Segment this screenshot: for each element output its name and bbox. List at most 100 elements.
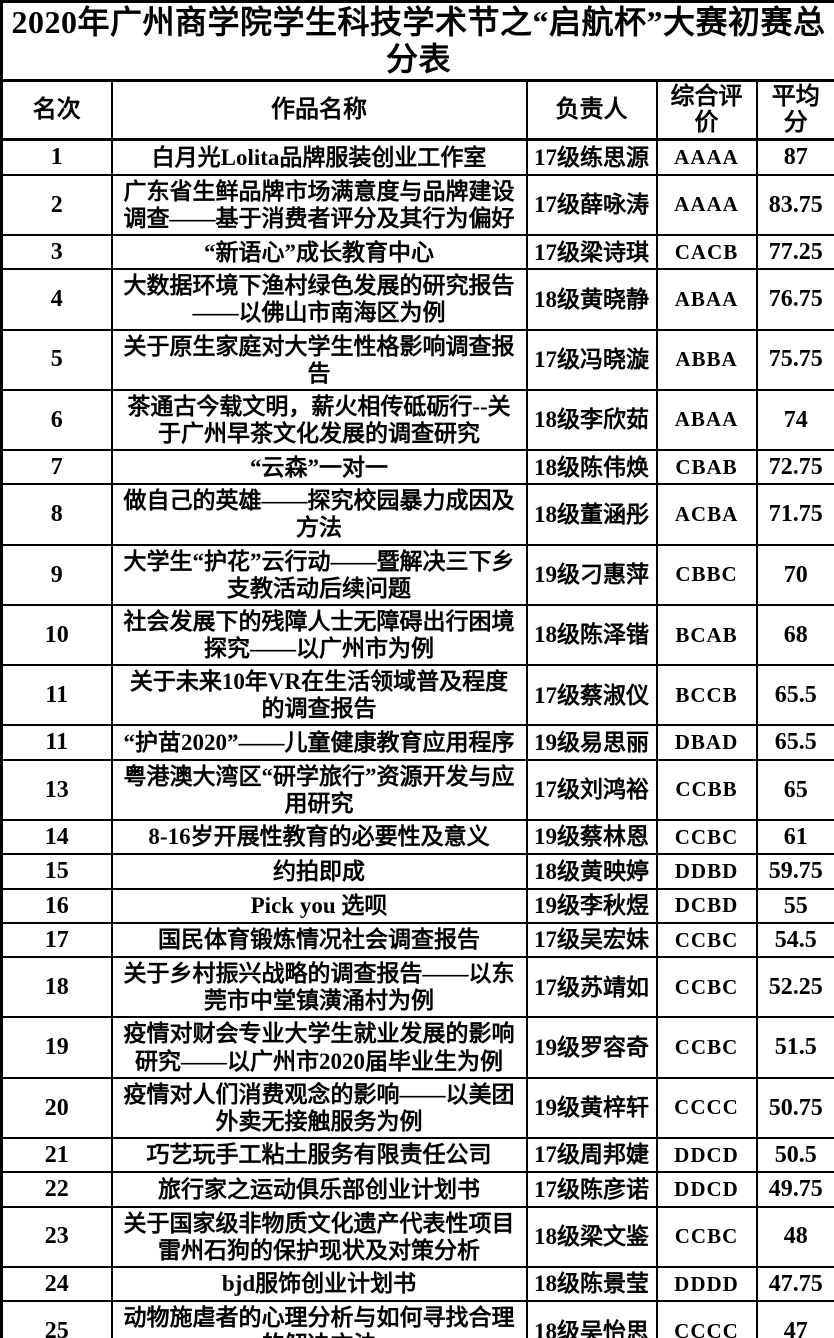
table-row: 9 大学生“护花”云行动——暨解决三下乡支教活动后续问题 19级刁惠萍 CBBC 70 [0,543,834,606]
work-title-cell: bjd服饰创业计划书 [110,1265,528,1303]
table-row: 5 关于原生家庭对大学生性格影响调查报告 17级冯晓漩 ABBA 75.75 [0,328,834,391]
evaluation-cell: DDCD [655,1171,758,1208]
table-row: 23 关于国家级非物质文化遗产代表性项目雷州石狗的保护现状及对策分析 18级梁文鉴 C… [0,1205,834,1268]
rank-cell: 22 [0,1171,113,1208]
average-score-cell: 59.75 [755,853,834,890]
table-row: 18 关于乡村振兴战略的调查报告——以东莞市中堂镇潢涌村为例 17级苏靖如 CCBC 5… [0,956,834,1019]
leader-cell: 18级梁文鉴 [525,1205,658,1268]
average-score-cell: 77.25 [755,233,834,271]
table-row: 10 社会发展下的残障人士无障碍出行困境探究——以广州市为例 18级陈泽锴 BCAB 6… [0,603,834,667]
leader-cell: 19级蔡林恩 [525,818,658,856]
rank-cell: 24 [0,1265,113,1303]
leader-cell: 18级陈景莹 [525,1265,658,1303]
average-score-cell: 51.5 [755,1016,834,1079]
leader-cell: 18级陈泽锴 [525,603,658,667]
rank-cell: 11 [0,724,113,761]
leader-cell: 19级刁惠萍 [525,543,658,606]
title-row: 2020年广州商学院学生科技学术节之“启航杯”大赛初赛总分表 [0,0,834,82]
work-title-cell: 大数据环境下渔村绿色发展的研究报告——以佛山市南海区为例 [110,268,528,331]
rank-cell: 15 [0,853,113,890]
average-score-cell: 76.75 [755,268,834,331]
evaluation-cell: ABAA [655,268,758,331]
leader-cell: 19级黄梓轩 [525,1076,658,1139]
average-score-cell: 48 [755,1205,834,1268]
column-header-rank: 名次 [0,79,113,142]
evaluation-cell: DDCD [655,1136,758,1174]
rank-cell: 5 [0,328,113,391]
table-row: 2 广东省生鲜品牌市场满意度与品牌建设调查——基于消费者评分及其行为偏好 17级薛咏… [0,173,834,236]
evaluation-cell: CCBC [655,1205,758,1268]
evaluation-cell: DDBD [655,853,758,890]
average-score-cell: 74 [755,388,834,452]
work-title-cell: 关于乡村振兴战略的调查报告——以东莞市中堂镇潢涌村为例 [110,956,528,1019]
table-row: 24 bjd服饰创业计划书 18级陈景莹 DDDD 47.75 [0,1265,834,1303]
rank-cell: 3 [0,233,113,271]
average-score-cell: 47 [755,1300,834,1338]
rank-cell: 23 [0,1205,113,1268]
average-score-cell: 47.75 [755,1265,834,1303]
average-score-cell: 70 [755,543,834,606]
evaluation-cell: CCCC [655,1076,758,1139]
work-title-cell: 旅行家之运动俱乐部创业计划书 [110,1171,528,1208]
work-title-cell: “护苗2020”——儿童健康教育应用程序 [110,724,528,761]
evaluation-cell: DCBD [655,887,758,924]
table-row: 6 茶通古今载文明，薪火相传砥砺行--关于广州早茶文化发展的调查研究 18级李欣茹 A… [0,388,834,452]
evaluation-cell: ABBA [655,328,758,391]
rank-cell: 2 [0,173,113,236]
average-score-cell: 83.75 [755,173,834,236]
table-row: 22 旅行家之运动俱乐部创业计划书 17级陈彦诺 DDCD 49.75 [0,1171,834,1208]
work-title-cell: 疫情对财会专业大学生就业发展的影响研究——以广州市2020届毕业生为例 [110,1016,528,1079]
average-score-cell: 72.75 [755,448,834,486]
work-title-cell: “新语心”成长教育中心 [110,233,528,271]
average-score-cell: 61 [755,818,834,856]
table-row: 17 国民体育锻炼情况社会调查报告 17级吴宏妹 CCBC 54.5 [0,921,834,959]
evaluation-cell: CBAB [655,448,758,486]
table-row: 14 8-16岁开展性教育的必要性及意义 19级蔡林恩 CCBC 61 [0,818,834,856]
rank-cell: 14 [0,818,113,856]
rank-cell: 25 [0,1300,113,1338]
leader-cell: 17级苏靖如 [525,956,658,1019]
rank-cell: 8 [0,483,113,546]
header-row: 名次 作品名称 负责人 综合评价 平均分 [0,79,834,142]
rank-cell: 7 [0,448,113,486]
column-header-average: 平均分 [755,79,834,142]
evaluation-cell: CCCC [655,1300,758,1338]
leader-cell: 18级黄映婷 [525,853,658,890]
leader-cell: 18级黄晓静 [525,268,658,331]
evaluation-cell: ABAA [655,388,758,452]
average-score-cell: 50.5 [755,1136,834,1174]
work-title-cell: 疫情对人们消费观念的影响——以美团外卖无接触服务为例 [110,1076,528,1139]
average-score-cell: 54.5 [755,921,834,959]
leader-cell: 17级刘鸿裕 [525,758,658,821]
table-row: 8 做自己的英雄——探究校园暴力成因及方法 18级董涵彤 ACBA 71.75 [0,483,834,546]
work-title-cell: 关于国家级非物质文化遗产代表性项目雷州石狗的保护现状及对策分析 [110,1205,528,1268]
leader-cell: 18级董涵彤 [525,483,658,546]
rank-cell: 18 [0,956,113,1019]
table-row: 25动物施虐者的心理分析与如何寻找合理的解决方法18级吴怡思CCCC47 [0,1300,834,1338]
column-header-leader: 负责人 [525,79,658,142]
evaluation-cell: CBBC [655,543,758,606]
table-row: 11 “护苗2020”——儿童健康教育应用程序 19级易思丽 DBAD 65.5 [0,724,834,761]
evaluation-cell: CCBB [655,758,758,821]
leader-cell: 17级练思源 [525,138,658,176]
work-title-cell: 国民体育锻炼情况社会调查报告 [110,921,528,959]
work-title-cell: 社会发展下的残障人士无障碍出行困境探究——以广州市为例 [110,603,528,667]
average-score-cell: 49.75 [755,1171,834,1208]
table-row: 11 关于未来10年VR在生活领域普及程度的调查报告 17级蔡淑仪 BCCB 65.5 [0,664,834,727]
rank-cell: 13 [0,758,113,821]
rank-cell: 11 [0,664,113,727]
work-title-cell: 粤港澳大湾区“研学旅行”资源开发与应用研究 [110,758,528,821]
work-title-cell: 大学生“护花”云行动——暨解决三下乡支教活动后续问题 [110,543,528,606]
evaluation-cell: AAAA [655,173,758,236]
average-score-cell: 68 [755,603,834,667]
table-row: 1 白月光Lolita品牌服装创业工作室 17级练思源 AAAA 87 [0,138,834,176]
rank-cell: 10 [0,603,113,667]
column-header-work-title: 作品名称 [110,79,528,142]
average-score-cell: 65.5 [755,724,834,761]
work-title-cell: 动物施虐者的心理分析与如何寻找合理的解决方法 [110,1300,528,1338]
table-row: 15 约拍即成 18级黄映婷 DDBD 59.75 [0,853,834,890]
evaluation-cell: CCBC [655,921,758,959]
evaluation-cell: CACB [655,233,758,271]
